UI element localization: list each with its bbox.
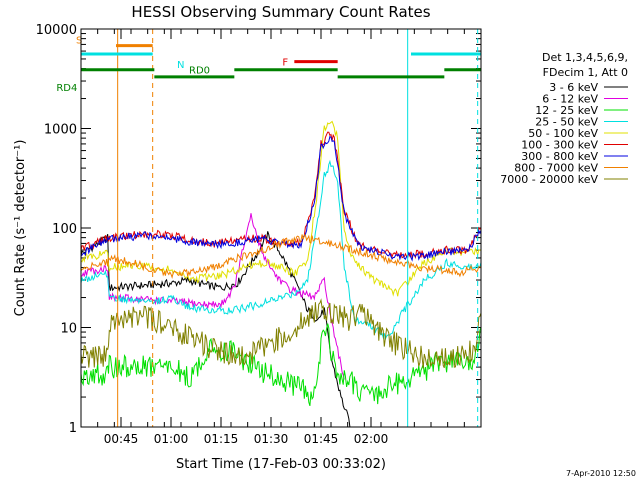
x-tick-label: 01:45 (304, 432, 339, 446)
y-tick-label: 100 (52, 222, 77, 237)
legend-entry-label: 50 - 100 keV (528, 127, 598, 140)
x-tick-label: 00:45 (104, 432, 139, 446)
mode-bar-label: N (177, 60, 184, 71)
y-tick-label: 10 (60, 322, 77, 337)
x-tick-label: 01:15 (204, 432, 239, 446)
x-tick-label: 01:30 (254, 432, 289, 446)
footer-stamp: 7-Apr-2010 12:50 (566, 469, 636, 478)
chart-title: HESSI Observing Summary Count Rates (131, 3, 430, 21)
mode-bar-label: RD4 (56, 83, 77, 94)
series-line (80, 120, 481, 297)
x-tick-label: 01:00 (154, 432, 189, 446)
legend-entry-label: 6 - 12 keV (542, 93, 598, 106)
series-line (80, 135, 482, 262)
mode-bar-label: S (76, 36, 82, 47)
y-axis-label: Count Rate (s⁻¹ detector⁻¹) (13, 140, 28, 317)
plot-area: 00:45 01:00 01:15 01:30 01:45 02:00 1 10 100 1000… (36, 23, 482, 446)
mode-bar-label: F (282, 58, 288, 69)
y-tick-label: 1000 (44, 123, 77, 138)
legend-entry-label: 3 - 6 keV (549, 81, 598, 94)
legend-entry-label: 300 - 800 keV (521, 150, 598, 163)
x-axis-label: Start Time (17-Feb-03 00:33:02) (176, 457, 386, 472)
legend-header-line-2: FDecim 1, Att 0 (543, 66, 628, 79)
series-line (80, 231, 351, 428)
series-line (80, 323, 482, 407)
y-tick-label: 10000 (36, 23, 77, 38)
series-line (80, 298, 482, 369)
mode-bar-label: RD0 (189, 66, 210, 77)
legend-entry-label: 12 - 25 keV (535, 104, 598, 117)
y-tick-label: 1 (69, 421, 77, 436)
legend-header-line-1: Det 1,3,4,5,6,9, (542, 51, 628, 64)
legend-entry-label: 100 - 300 keV (521, 139, 598, 152)
x-tick-label: 02:00 (354, 432, 389, 446)
series-line (80, 234, 482, 280)
legend-entry-label: 7000 - 20000 keV (500, 173, 598, 186)
legend-entry-label: 25 - 50 keV (535, 116, 598, 129)
plot-frame (80, 28, 482, 428)
legend-entry-label: 800 - 7000 keV (514, 162, 598, 175)
series-line (80, 159, 482, 341)
series-line (81, 213, 345, 380)
series-line (80, 131, 482, 260)
